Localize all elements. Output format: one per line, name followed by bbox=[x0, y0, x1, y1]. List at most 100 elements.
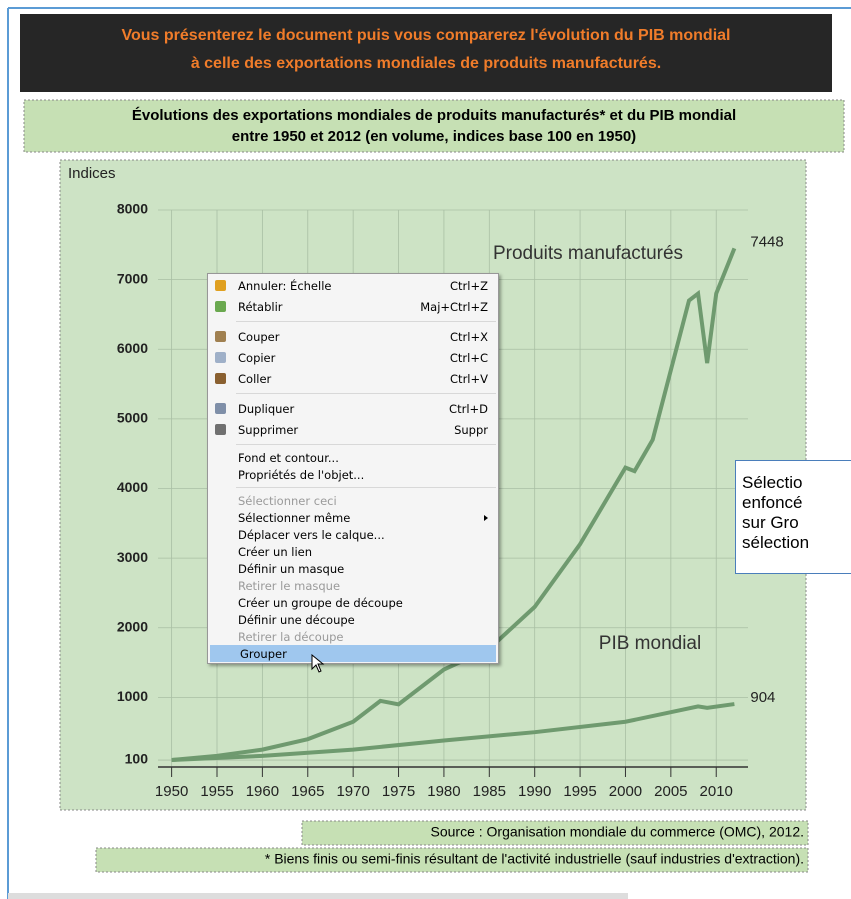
menu-item[interactable]: Sélectionner ceci bbox=[208, 492, 498, 509]
menu-label: Supprimer bbox=[238, 422, 299, 437]
y-axis-label: Indices bbox=[68, 165, 116, 182]
menu-item[interactable]: Retirer le masque bbox=[208, 577, 498, 594]
menu-label: Définir une découpe bbox=[238, 612, 355, 627]
menu-label: Sélectionner ceci bbox=[238, 493, 337, 508]
end-label: 7448 bbox=[750, 233, 783, 250]
menu-icon bbox=[215, 373, 226, 384]
menu-item[interactable]: Grouper bbox=[210, 645, 496, 662]
scrollbar[interactable] bbox=[8, 893, 628, 899]
menu-icon bbox=[215, 424, 226, 435]
menu-item[interactable]: Fond et contour... bbox=[208, 449, 498, 466]
y-tick-label: 2000 bbox=[117, 618, 148, 634]
y-tick-label: 6000 bbox=[117, 340, 148, 356]
menu-item[interactable]: Créer un groupe de découpe bbox=[208, 594, 498, 611]
menu-label: Déplacer vers le calque... bbox=[238, 527, 385, 542]
tooltip-line: Sélectio bbox=[742, 473, 803, 492]
menu-shortcut: Ctrl+D bbox=[449, 401, 488, 416]
menu-label: Rétablir bbox=[238, 299, 283, 314]
menu-label: Propriétés de l'objet... bbox=[238, 467, 365, 482]
menu-item[interactable]: Propriétés de l'objet... bbox=[208, 466, 498, 483]
x-tick-label: 1980 bbox=[427, 783, 460, 800]
header-line: à celle des exportations mondiales de pr… bbox=[191, 55, 661, 72]
menu-icon bbox=[215, 280, 226, 291]
menu-label: Retirer le masque bbox=[238, 578, 341, 593]
separator bbox=[236, 321, 496, 322]
series-label: Produits manufacturés bbox=[493, 243, 683, 264]
menu-shortcut: Suppr bbox=[454, 422, 488, 437]
series-label: PIB mondial bbox=[599, 633, 701, 654]
x-tick-label: 1950 bbox=[155, 783, 188, 800]
y-tick-label: 3000 bbox=[117, 549, 148, 565]
menu-label: Coller bbox=[238, 371, 272, 386]
tooltip-line: sur Gro bbox=[742, 513, 799, 532]
menu-item[interactable]: Rétablir Maj+Ctrl+Z bbox=[208, 296, 498, 317]
menu-shortcut: Ctrl+C bbox=[449, 350, 488, 365]
x-tick-label: 1960 bbox=[246, 783, 279, 800]
menu-shortcut: Maj+Ctrl+Z bbox=[420, 299, 488, 314]
menu-item[interactable]: Retirer la découpe bbox=[208, 628, 498, 645]
x-tick-label: 2010 bbox=[700, 783, 733, 800]
y-tick-label: 7000 bbox=[117, 270, 148, 286]
menu-item[interactable]: Sélectionner même bbox=[208, 509, 498, 526]
tooltip-line: sélection bbox=[742, 533, 810, 552]
menu-label: Grouper bbox=[240, 646, 287, 661]
separator bbox=[236, 444, 496, 445]
footnote: * Biens finis ou semi-finis résultant de… bbox=[265, 851, 804, 867]
source: Source : Organisation mondiale du commer… bbox=[431, 824, 805, 840]
tooltip: Sélectio enfoncé sur Gro sélection bbox=[735, 460, 851, 574]
menu-shortcut: Ctrl+V bbox=[450, 371, 488, 386]
figure-title: Évolutions des exportations mondiales de… bbox=[132, 107, 736, 124]
y-tick-label: 4000 bbox=[117, 479, 148, 495]
header-line: Vous présenterez le document puis vous c… bbox=[122, 27, 731, 44]
figure-title: entre 1950 et 2012 (en volume, indices b… bbox=[232, 128, 636, 145]
menu-item[interactable]: Déplacer vers le calque... bbox=[208, 526, 498, 543]
menu-item[interactable]: Couper Ctrl+X bbox=[208, 326, 498, 347]
menu-item[interactable]: Coller Ctrl+V bbox=[208, 368, 498, 389]
x-tick-label: 1995 bbox=[563, 783, 596, 800]
menu-label: Copier bbox=[238, 350, 276, 365]
x-tick-label: 2000 bbox=[609, 783, 642, 800]
end-label: 904 bbox=[750, 689, 775, 706]
menu-label: Sélectionner même bbox=[238, 510, 351, 525]
menu-item[interactable]: Dupliquer Ctrl+D bbox=[208, 398, 498, 419]
series-line bbox=[171, 702, 735, 763]
menu-item[interactable]: Annuler: Échelle Ctrl+Z bbox=[208, 275, 498, 296]
menu-icon bbox=[215, 331, 226, 342]
menu-label: Créer un groupe de découpe bbox=[238, 595, 403, 610]
y-tick-label: 1000 bbox=[117, 688, 148, 704]
menu-item[interactable]: Définir un masque bbox=[208, 560, 498, 577]
separator bbox=[236, 487, 496, 488]
context-menu[interactable]: Annuler: Échelle Ctrl+Z Rétablir Maj+Ctrl+Z… bbox=[207, 273, 499, 664]
menu-item[interactable]: Copier Ctrl+C bbox=[208, 347, 498, 368]
menu-icon bbox=[215, 352, 226, 363]
y-tick-label: 8000 bbox=[117, 201, 148, 217]
x-tick-label: 1970 bbox=[336, 783, 369, 800]
separator bbox=[236, 393, 496, 394]
menu-icon bbox=[215, 403, 226, 414]
menu-label: Créer un lien bbox=[238, 544, 313, 559]
menu-label: Couper bbox=[238, 329, 280, 344]
menu-label: Annuler: Échelle bbox=[238, 278, 332, 293]
x-tick-label: 1985 bbox=[473, 783, 506, 800]
x-tick-label: 1965 bbox=[291, 783, 324, 800]
x-tick-label: 1955 bbox=[200, 783, 233, 800]
menu-icon bbox=[215, 301, 226, 312]
menu-item[interactable]: Définir une découpe bbox=[208, 611, 498, 628]
series-line bbox=[171, 247, 737, 763]
x-tick-label: 1975 bbox=[382, 783, 415, 800]
title-box bbox=[23, 99, 845, 153]
y-tick-label: 5000 bbox=[117, 410, 148, 426]
source-box bbox=[301, 820, 809, 846]
menu-label: Définir un masque bbox=[238, 561, 345, 576]
menu-item[interactable]: Créer un lien bbox=[208, 543, 498, 560]
tooltip-line: enfoncé bbox=[742, 493, 803, 512]
menu-item[interactable]: Supprimer Suppr bbox=[208, 419, 498, 440]
menu-shortcut: Ctrl+X bbox=[450, 329, 488, 344]
header-box bbox=[20, 14, 832, 92]
submenu-arrow bbox=[484, 514, 488, 521]
x-tick-label: 2005 bbox=[654, 783, 687, 800]
menu-shortcut: Ctrl+Z bbox=[450, 278, 488, 293]
menu-label: Dupliquer bbox=[238, 401, 295, 416]
x-tick-label: 1990 bbox=[518, 783, 551, 800]
